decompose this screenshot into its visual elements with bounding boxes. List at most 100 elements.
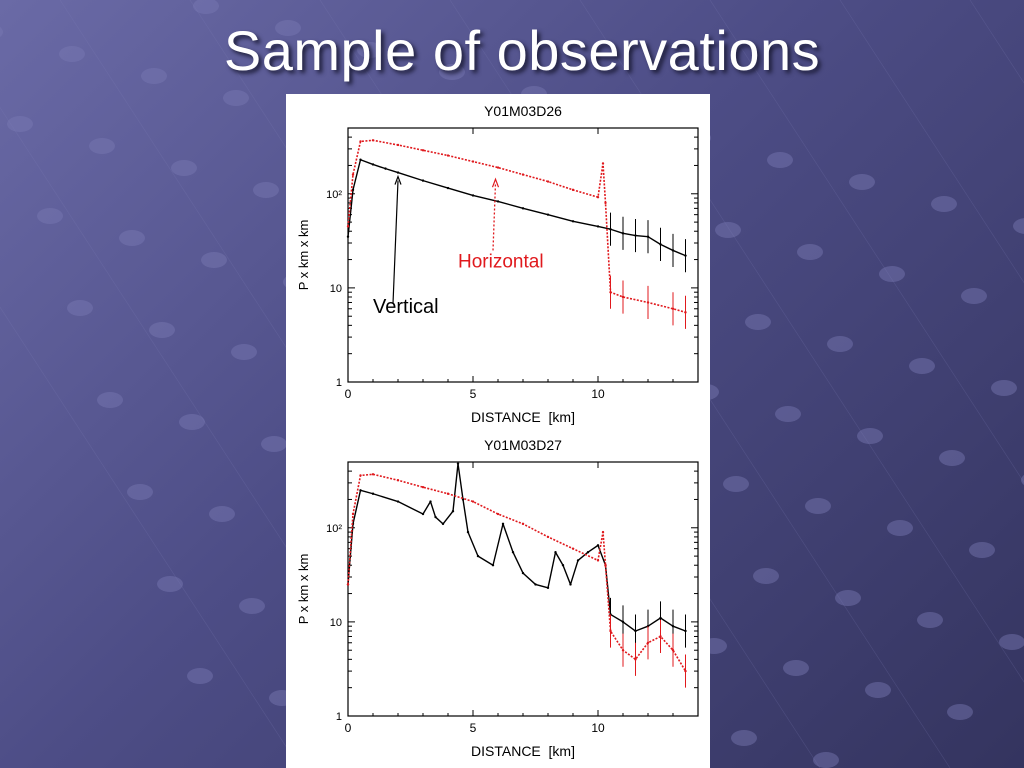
data-point [441,522,445,526]
figure-panel: Y01M03D26 0 5 10 1 10 10² DISTANCE [km] P x km x… [286,94,710,768]
data-point [396,479,400,482]
data-point [521,522,525,526]
bg-dot [849,174,875,190]
data-point [586,551,590,554]
y-tick-label: 10 [330,617,342,629]
data-point [596,544,600,547]
data-point [546,180,550,183]
data-point [371,163,375,166]
bg-dot [0,26,3,38]
data-point [496,512,500,516]
bg-dot [253,182,279,198]
bg-dot [261,436,287,452]
data-point [429,500,432,503]
data-point [521,571,525,575]
chart-title: Y01M03D27 [484,437,562,453]
bg-dot [745,314,771,330]
data-point [434,515,437,519]
bg-dot [731,730,757,746]
x-tick-label: 0 [345,387,352,401]
bg-line [709,0,1024,483]
data-point [351,173,355,176]
data-point [596,559,600,562]
data-point [371,492,375,495]
bg-dot [89,138,115,154]
series-line-vertical [347,159,686,257]
x-tick-label: 5 [470,387,477,401]
data-point [491,564,495,567]
bg-dot [1013,218,1024,234]
series-line-red [347,473,687,672]
bg-dot [97,392,123,408]
bg-dot [723,476,749,492]
y-tick-label: 10² [326,189,342,201]
data-point [534,583,537,586]
data-point [596,195,600,199]
slide-title: Sample of observations [223,19,821,82]
bg-dot [999,634,1024,650]
data-point [396,171,400,174]
bg-dot [201,252,227,268]
bg-dot [857,428,883,444]
bg-dot [931,196,957,212]
bg-dot [991,380,1017,396]
data-point [604,564,607,567]
bg-dot [275,20,301,36]
bg-dot [179,414,205,430]
data-point [571,220,575,223]
data-point [359,158,362,161]
bg-dot [149,322,175,338]
bg-dot [141,68,167,84]
bg-dot [231,344,257,360]
annotation-vertical: Vertical [373,296,439,318]
bg-dot [813,752,839,768]
bg-dot [947,704,973,720]
data-point [359,489,362,492]
bg-dot [969,542,995,558]
bg-dot [917,612,943,628]
bg-dot [209,506,235,522]
series-line-black [347,462,686,632]
bg-dot [7,116,33,132]
bg-dot [939,450,965,466]
annotation-horizontal: Horizontal [458,252,544,273]
data-point [346,583,350,586]
data-point [601,530,605,534]
bg-line [839,0,1024,284]
chart-1: Y01M03D26 0 5 10 1 10 10² DISTANCE [km] P x km x… [296,103,699,425]
data-point [384,167,387,170]
bg-dot [1021,474,1024,486]
data-point [371,139,375,142]
bg-dot [827,336,853,352]
data-point [446,492,450,495]
data-point [346,225,350,228]
data-point [521,207,525,210]
data-point [396,143,400,147]
data-point [496,200,500,203]
data-point [561,564,565,567]
bg-dot [239,598,265,614]
y-tick-label: 10 [330,283,342,295]
data-point [346,235,350,238]
bg-dot [187,668,213,684]
data-point [421,179,425,182]
x-tick-label: 0 [345,721,352,735]
bg-dot [775,406,801,422]
data-point [466,530,470,534]
bg-dot [357,42,383,58]
vertical-arrowhead [394,174,402,185]
data-point [451,510,455,513]
x-tick-label: 10 [591,387,605,401]
data-point [596,225,600,228]
data-point [546,213,550,216]
y-axis-label: P x km x km [296,220,311,291]
bg-dot [879,266,905,282]
bg-dot [797,244,823,260]
x-tick-label: 10 [591,721,605,735]
x-axis-label: DISTANCE [km] [471,743,575,759]
bg-dot [171,160,197,176]
data-point [446,154,450,157]
y-axis-label: P x km x km [296,554,311,625]
data-point [396,500,400,503]
y-tick-label: 10² [326,523,342,535]
